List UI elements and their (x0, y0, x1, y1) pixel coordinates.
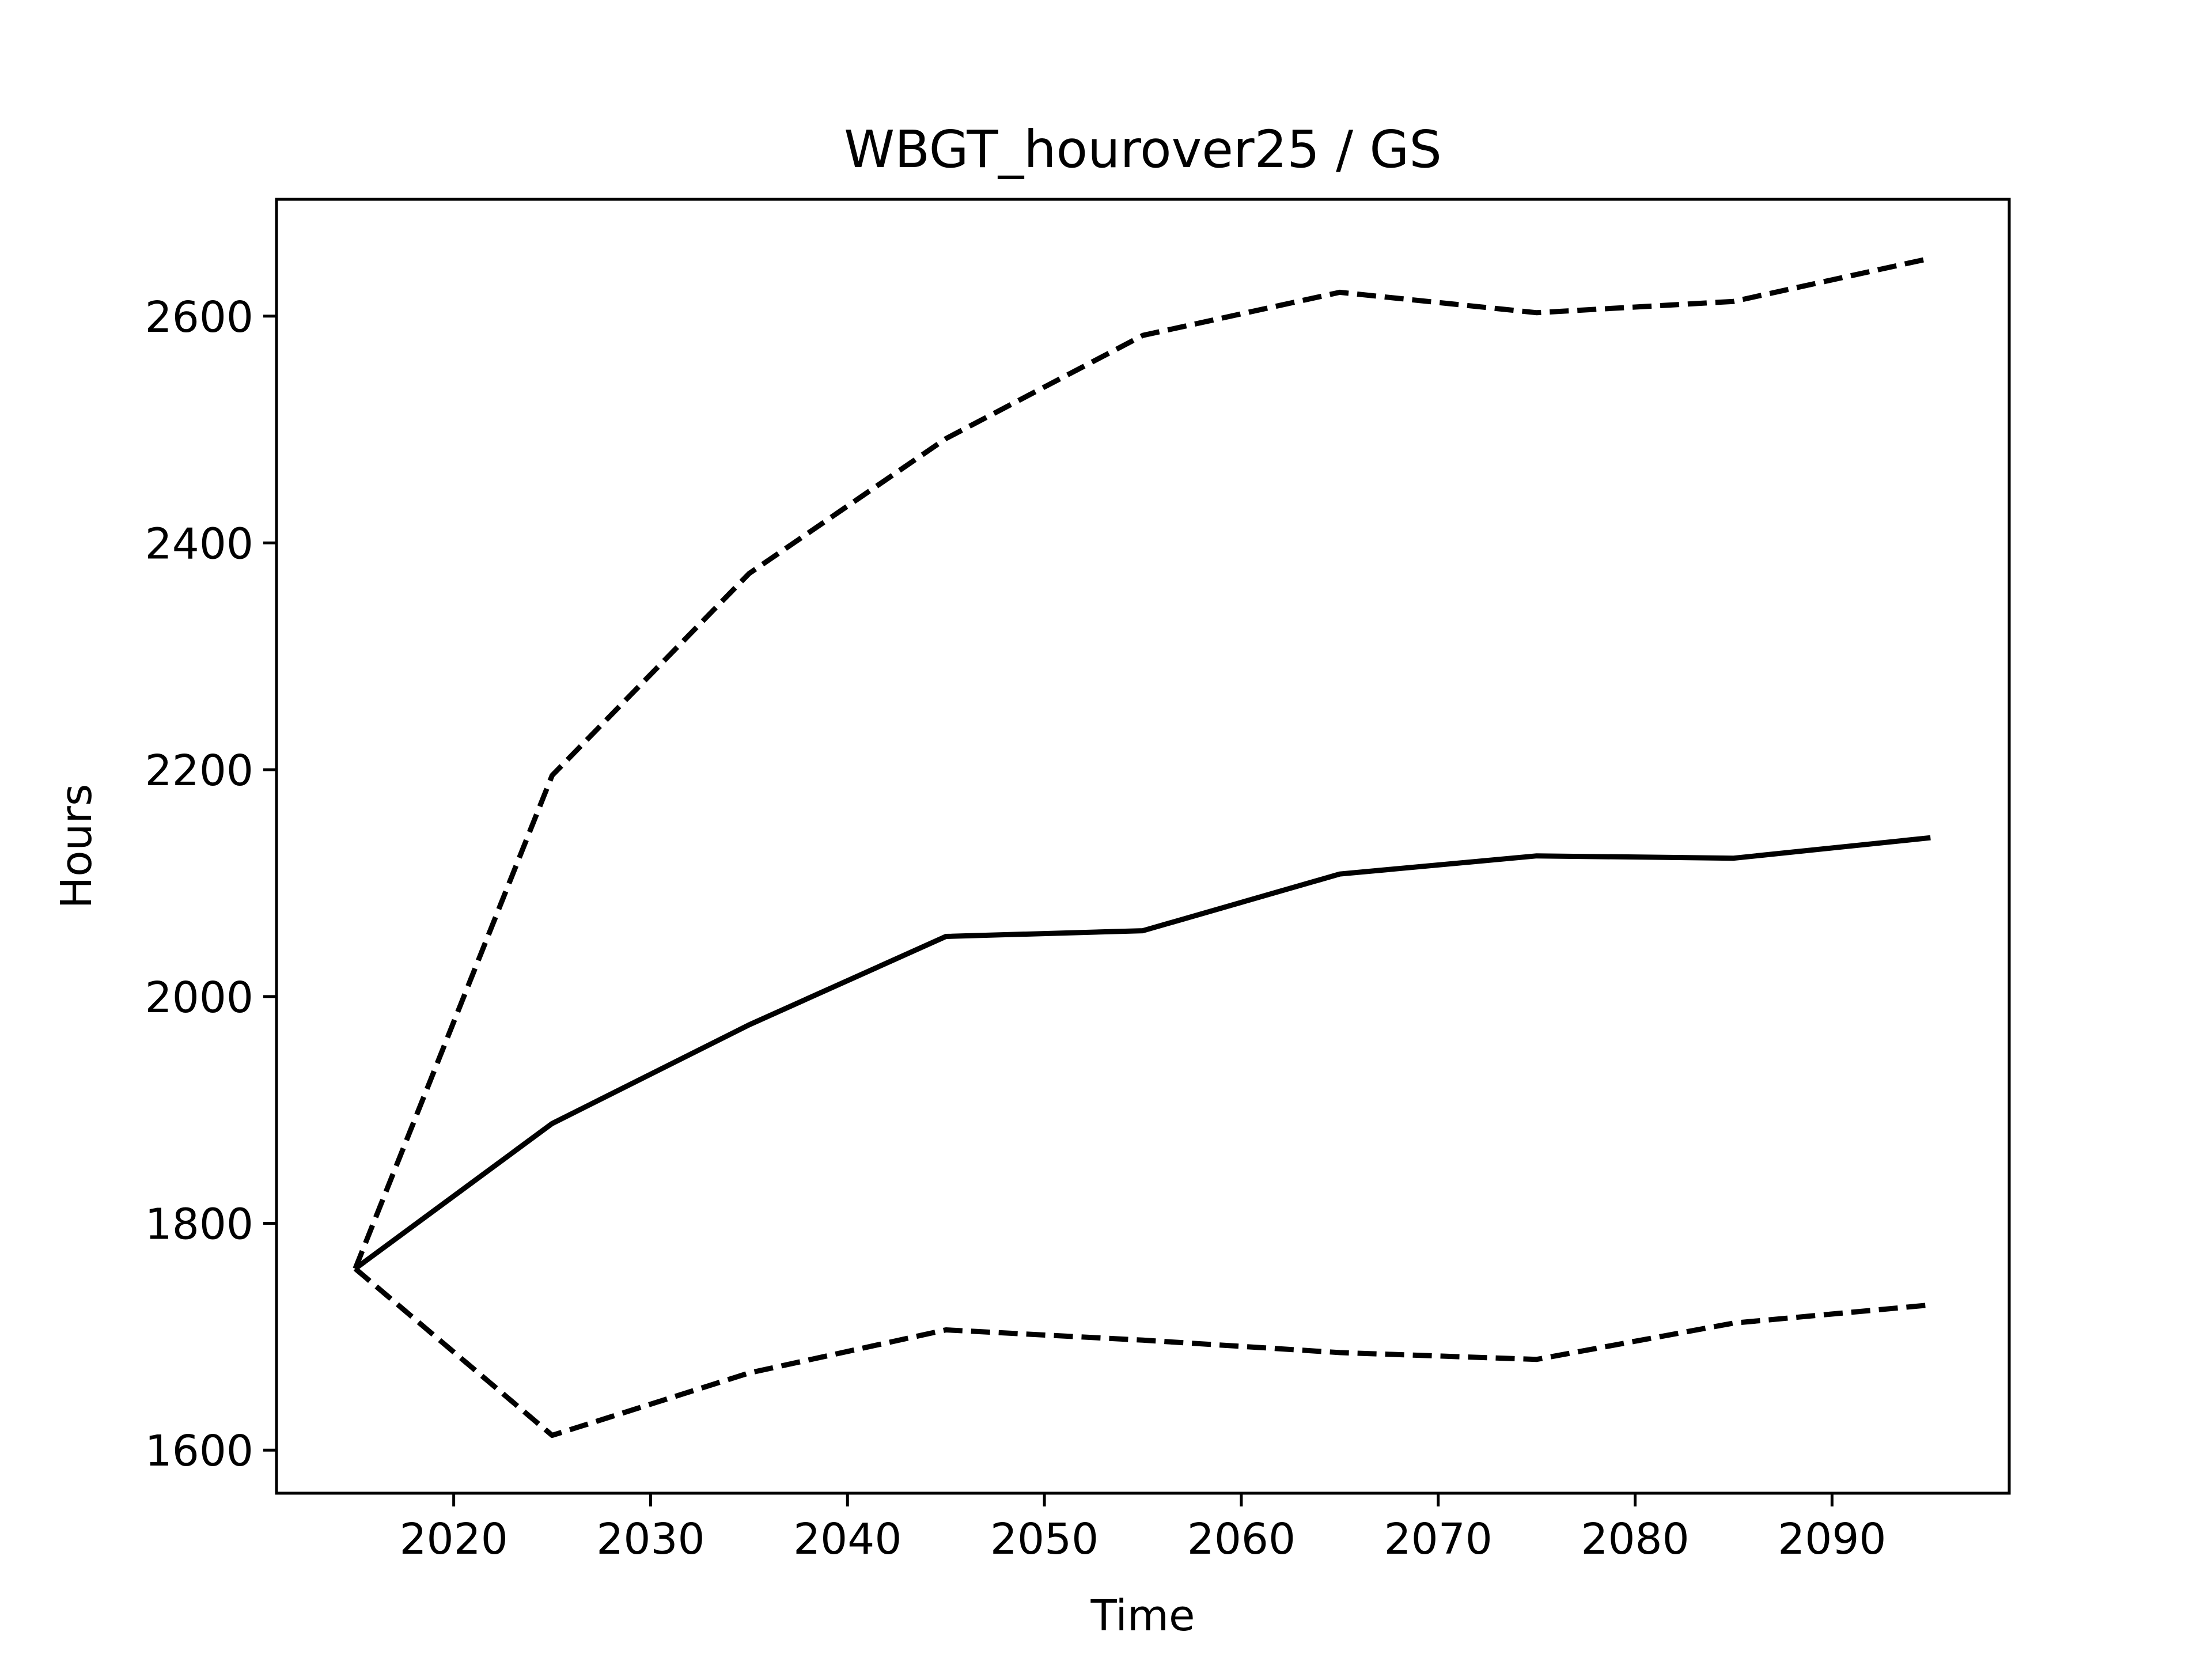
plot-area-frame (275, 198, 2011, 1495)
series-line-3-dashed (353, 1266, 1931, 1438)
chart-title: WBGT_hourover25 / GS (844, 119, 1442, 179)
x-tick-label: 2080 (1581, 1515, 1689, 1564)
y-tick-label: 1600 (145, 1426, 253, 1476)
x-tick-label: 2090 (1778, 1515, 1886, 1564)
x-tick-label: 2030 (596, 1515, 704, 1564)
series-layer (353, 256, 1931, 1438)
y-tick-label: 2000 (145, 973, 253, 1023)
series-line-1-solid (354, 835, 1931, 1271)
x-tick-label: 2070 (1384, 1515, 1493, 1564)
y-axis-label: Hours (52, 784, 101, 909)
y-tick-label: 2200 (145, 746, 253, 796)
x-tick-label: 2050 (990, 1515, 1099, 1564)
x-axis-label: Time (1090, 1591, 1195, 1641)
y-tick-label: 2600 (145, 293, 253, 342)
y-tick-label: 2400 (145, 519, 253, 569)
y-axis-ticks: 1600 1800 2000 2200 2400 2600 (145, 293, 276, 1476)
series-line-2-dashed (353, 256, 1931, 1270)
x-axis-ticks: 2020 2030 2040 2050 2060 2070 2080 2090 (399, 1493, 1887, 1564)
y-tick-label: 1800 (145, 1200, 253, 1250)
x-tick-label: 2020 (399, 1515, 507, 1564)
x-tick-label: 2040 (793, 1515, 902, 1564)
x-tick-label: 2060 (1187, 1515, 1296, 1564)
